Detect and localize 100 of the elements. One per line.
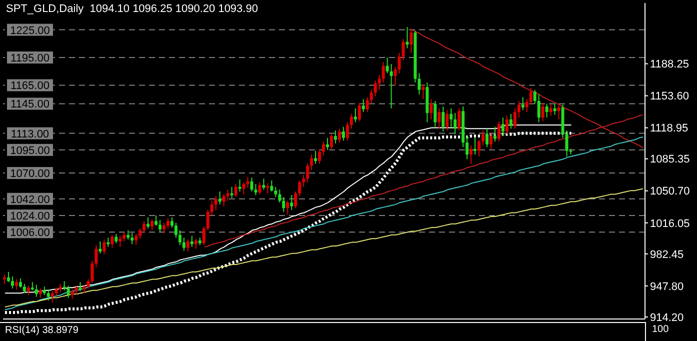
ref-line-label: 1145.00 xyxy=(10,98,50,111)
candlestick xyxy=(62,280,66,291)
candlestick xyxy=(154,215,158,226)
candlestick xyxy=(493,126,496,142)
ref-line-label: 1095.00 xyxy=(10,144,50,157)
chart-title: SPT_GLD,Daily 1094.10 1096.25 1090.20 1093.90 xyxy=(6,3,258,16)
candlestick xyxy=(178,230,182,246)
candlestick xyxy=(482,130,485,146)
candlestick xyxy=(322,141,326,156)
candlestick xyxy=(386,57,389,74)
candlestick xyxy=(226,189,230,202)
candlestick xyxy=(533,89,536,104)
candlestick xyxy=(3,274,6,284)
candlestick xyxy=(162,222,166,234)
candlestick xyxy=(166,218,170,229)
candlestick xyxy=(354,108,357,123)
text: RSI(14) 38.8979 xyxy=(5,325,78,336)
candlestick xyxy=(150,218,154,231)
candlestick xyxy=(14,278,18,290)
y-tick-label: 1085.35 xyxy=(650,154,690,166)
candlestick xyxy=(394,66,397,86)
candlestick xyxy=(458,108,461,132)
candlestick xyxy=(410,28,413,54)
y-tick-label: 982.45 xyxy=(650,248,684,261)
candlestick xyxy=(210,200,214,216)
candlestick xyxy=(50,290,54,303)
ref-line-label: 1165.00 xyxy=(10,80,50,92)
candlestick xyxy=(222,194,226,207)
candlestick xyxy=(529,88,532,106)
candlestick xyxy=(94,244,98,268)
candlestick xyxy=(438,108,441,130)
candlestick xyxy=(114,233,118,244)
candlestick xyxy=(270,180,274,192)
candlestick xyxy=(418,72,421,95)
candlestick xyxy=(525,98,528,113)
candlestick xyxy=(34,284,38,298)
candlestick xyxy=(350,113,353,130)
candlestick xyxy=(446,110,449,132)
candlestick xyxy=(262,178,266,190)
candlestick xyxy=(450,108,453,128)
candlestick xyxy=(258,182,262,195)
y-tick-label: 1016.05 xyxy=(650,218,690,230)
candlestick xyxy=(66,285,70,298)
candlestick xyxy=(314,150,318,164)
y-tick-label: 1188.25 xyxy=(650,58,689,71)
candlestick xyxy=(330,134,333,150)
candlestick xyxy=(318,148,322,164)
y-tick-label: 914.20 xyxy=(650,312,684,324)
candlestick xyxy=(170,216,174,228)
candlestick xyxy=(174,222,178,238)
candlestick xyxy=(346,122,349,142)
y-tick-label: 1050.70 xyxy=(650,186,690,198)
candlestick xyxy=(497,120,500,142)
candlestick xyxy=(430,98,433,120)
candlestick xyxy=(537,94,540,123)
candlestick xyxy=(110,234,114,248)
candlestick xyxy=(342,126,345,142)
ref-line-label: 1225.00 xyxy=(10,24,50,37)
line-series xyxy=(4,188,644,308)
candlestick xyxy=(158,220,162,233)
candlestick xyxy=(286,200,290,216)
candlestick xyxy=(470,144,473,164)
candlestick xyxy=(70,288,74,300)
candlestick xyxy=(138,228,142,240)
candlestick xyxy=(266,182,270,194)
candlestick xyxy=(134,233,138,246)
candlestick xyxy=(102,239,106,255)
candlestick xyxy=(557,105,560,120)
ref-line-label: 1006.00 xyxy=(10,227,50,240)
candlestick xyxy=(466,136,469,160)
candlestick xyxy=(390,63,393,109)
ref-line-label: 1195.00 xyxy=(10,52,50,65)
y-tick-label: 1153.60 xyxy=(650,90,689,103)
candlestick xyxy=(122,232,126,242)
candlestick xyxy=(509,113,512,130)
candlestick xyxy=(545,103,548,118)
candlestick xyxy=(521,96,524,111)
candlestick xyxy=(86,278,90,290)
candlestick xyxy=(478,139,481,157)
candlestick xyxy=(553,103,556,116)
candlestick xyxy=(126,230,130,240)
candlestick xyxy=(278,189,282,204)
candlestick xyxy=(182,237,186,252)
candlestick xyxy=(422,84,425,100)
candlestick xyxy=(362,98,365,113)
candlestick xyxy=(18,278,22,288)
candlestick xyxy=(358,102,361,122)
candlestick xyxy=(186,239,190,252)
candlestick xyxy=(517,100,520,118)
candlestick xyxy=(194,238,198,250)
candlestick xyxy=(274,186,278,198)
candlestick xyxy=(190,235,194,248)
candlestick xyxy=(290,194,294,210)
candlestick xyxy=(513,108,516,130)
candlestick xyxy=(378,74,381,90)
candlestick xyxy=(398,52,401,74)
candlestick xyxy=(146,216,150,229)
candlestick xyxy=(338,128,341,144)
y-tick-label: 947.80 xyxy=(650,280,684,293)
candlestick xyxy=(334,130,337,144)
